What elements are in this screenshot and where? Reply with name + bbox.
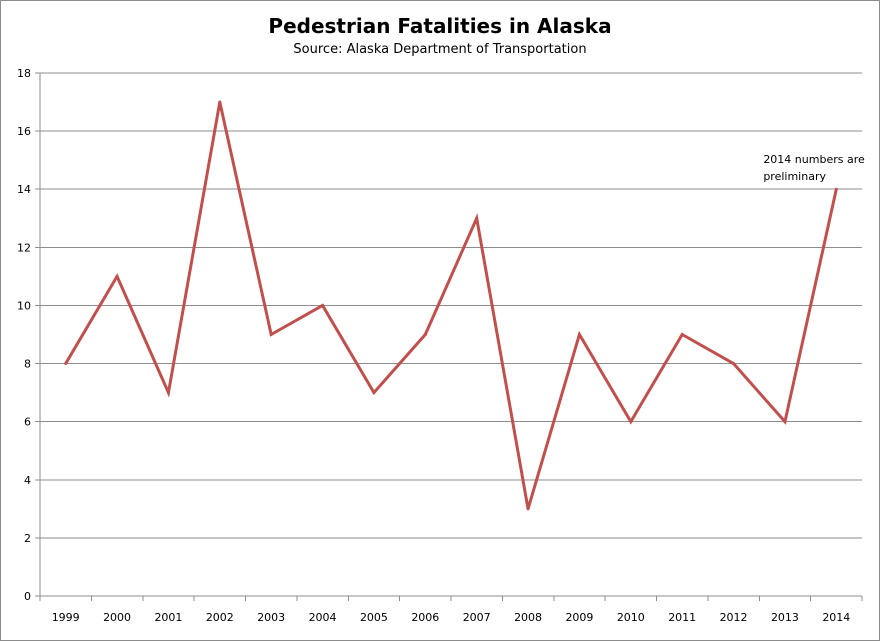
x-tick-label: 2002 [206, 611, 234, 624]
y-tick-label: 0 [24, 590, 31, 603]
x-tick-label: 2013 [771, 611, 799, 624]
y-tick-label: 8 [24, 358, 31, 371]
data-point-2013 [783, 420, 787, 424]
data-point-2002 [218, 100, 222, 104]
y-tick-labels: 0 2 4 6 8 10 12 14 16 18 [17, 67, 31, 603]
data-point-2014 [834, 187, 838, 191]
x-tick-labels: 1999 2000 2001 2002 2003 2004 2005 2006 2007 2008… [52, 611, 851, 624]
data-point-2006 [423, 333, 427, 336]
annotation-text: 2014 numbers are [763, 153, 865, 166]
y-tick-label: 18 [17, 67, 31, 80]
data-point-2008 [526, 507, 530, 511]
chart-title: Pedestrian Fatalities in Alaska [268, 14, 612, 38]
data-point-2005 [372, 391, 376, 395]
data-point-2011 [680, 333, 684, 336]
y-tick-label: 16 [17, 125, 31, 138]
x-tick-label: 2010 [617, 611, 645, 624]
chart-subtitle: Source: Alaska Department of Transportat… [293, 42, 587, 57]
axes [35, 72, 863, 601]
data-point-2010 [629, 420, 633, 424]
x-tick-label: 2008 [514, 611, 542, 624]
y-tick-label: 2 [24, 532, 31, 545]
y-tick-label: 12 [17, 241, 31, 254]
annotations: 2014 numbers are preliminary [763, 153, 865, 183]
x-tick-label: 2011 [668, 611, 696, 624]
x-tick-label: 2004 [309, 611, 337, 624]
series-lines [64, 100, 838, 511]
x-tick-label: 2009 [565, 611, 593, 624]
y-tick-label: 14 [17, 183, 31, 196]
data-point-2009 [577, 333, 581, 336]
y-tick-label: 10 [17, 299, 31, 312]
x-tick-label: 2003 [257, 611, 285, 624]
x-tick-label: 2006 [411, 611, 439, 624]
data-point-2012 [732, 362, 736, 366]
x-tick-label: 2014 [822, 611, 850, 624]
data-point-1999 [64, 362, 68, 366]
x-tick-label: 2001 [154, 611, 182, 624]
gridlines [40, 72, 862, 539]
data-point-2007 [475, 216, 479, 220]
x-tick-label: 2005 [360, 611, 388, 624]
data-point-2004 [321, 303, 325, 307]
x-tick-label: 2000 [103, 611, 131, 624]
data-point-2003 [269, 333, 273, 336]
data-point-2001 [166, 391, 170, 395]
x-tick-label: 2007 [463, 611, 491, 624]
y-tick-label: 4 [24, 474, 31, 487]
x-tick-label: 1999 [52, 611, 80, 624]
y-tick-label: 6 [24, 416, 31, 429]
annotation-text: preliminary [763, 170, 826, 183]
series-line [64, 101, 838, 510]
data-point-2000 [115, 274, 119, 278]
x-tick-label: 2012 [720, 611, 748, 624]
